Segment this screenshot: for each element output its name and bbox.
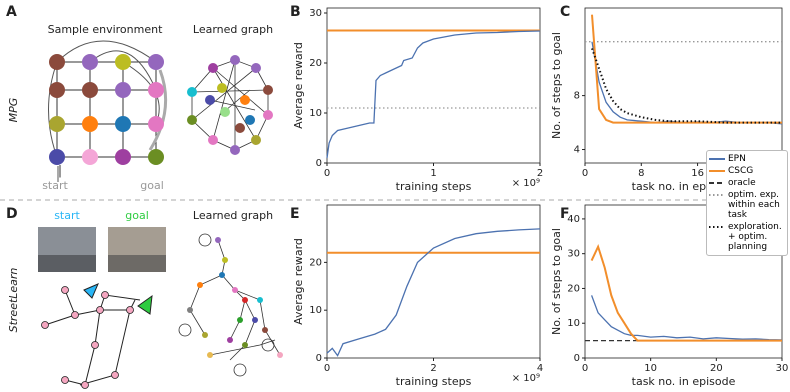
x-tick-label: 0 — [324, 168, 330, 179]
x-tick-label: 0 — [582, 168, 588, 179]
y-tick-label: 20 — [309, 58, 322, 69]
start-label: start — [42, 179, 68, 192]
y-tick-label: 4 — [574, 145, 580, 156]
x-tick-label: 10 — [644, 363, 657, 374]
series-line — [591, 14, 782, 124]
x-tick-label: 0 — [324, 363, 330, 374]
legend-item: EPN — [709, 154, 785, 164]
y-tick-label: 30 — [309, 8, 322, 19]
goal-label: goal — [140, 179, 164, 192]
panel-label: A — [6, 4, 17, 20]
legend-item: optim. exp. within each task — [709, 190, 785, 220]
panel-label: D — [6, 206, 18, 222]
panel-label: E — [290, 206, 300, 222]
y-axis-title: Average reward — [292, 238, 305, 325]
series-line — [326, 30, 541, 159]
diagram-title: Learned graph — [193, 209, 273, 222]
y-tick-label: 8 — [574, 91, 580, 102]
x-tick-label: 8 — [638, 168, 644, 179]
y-tick-label: 10 — [567, 318, 580, 329]
legend-item: oracle — [709, 178, 785, 188]
x-axis-title: training steps — [396, 180, 472, 193]
x-axis-multiplier: × 10⁹ — [512, 373, 540, 384]
legend-swatch — [709, 170, 725, 172]
legend-label: CSCG — [728, 166, 754, 176]
series-line — [590, 295, 783, 341]
x-axis-title: task no. in episode — [632, 375, 736, 388]
legend-swatch — [709, 194, 725, 196]
x-tick-label: 4 — [537, 363, 543, 374]
x-tick-label: 2 — [537, 168, 543, 179]
row-label: MPG — [7, 98, 20, 123]
x-tick-label: 1 — [430, 168, 436, 179]
x-axis-title: training steps — [396, 375, 472, 388]
series-line — [326, 228, 541, 357]
x-tick-label: 0 — [582, 363, 588, 374]
plot-area — [584, 7, 783, 164]
y-tick-label: 20 — [567, 283, 580, 294]
y-axis-title: Average reward — [292, 42, 305, 129]
series-line — [591, 48, 782, 124]
x-tick-label: 30 — [776, 363, 789, 374]
panel-label: F — [560, 206, 570, 222]
y-tick-label: 20 — [309, 257, 322, 268]
legend-item: exploration. + optim. planning — [709, 222, 785, 252]
legend-label: exploration. + optim. planning — [728, 222, 782, 252]
panel-label: B — [290, 4, 301, 20]
legend-item: CSCG — [709, 166, 785, 176]
y-tick-label: 40 — [567, 214, 580, 225]
legend: EPN CSCG oracle optim. exp. within each tas… — [706, 150, 788, 256]
y-tick-label: 0 — [316, 158, 322, 169]
legend-swatch — [709, 226, 725, 228]
plot-area — [326, 204, 541, 359]
panel-a-learned-graph — [187, 55, 273, 155]
goal-label: goal — [125, 209, 149, 222]
y-axis-title: No. of steps to goal — [550, 32, 563, 139]
legend-swatch — [709, 182, 725, 184]
panel-d-learned-graph — [178, 233, 283, 377]
legend-label: EPN — [728, 154, 746, 164]
y-tick-label: 10 — [309, 108, 322, 119]
row-label: StreetLearn — [7, 268, 20, 333]
x-tick-label: 2 — [430, 363, 436, 374]
start-label: start — [54, 209, 80, 222]
x-tick-label: 20 — [710, 363, 723, 374]
series-line — [591, 41, 783, 125]
legend-label: oracle — [728, 178, 756, 188]
legend-label: optim. exp. within each task — [728, 190, 780, 220]
panel-d-diagram — [38, 227, 166, 389]
y-tick-label: 30 — [567, 249, 580, 260]
diagram-title: Sample environment — [48, 23, 163, 36]
panel-label: C — [560, 4, 570, 20]
y-axis-title: No. of steps to goal — [550, 228, 563, 335]
y-tick-label: 0 — [574, 353, 580, 364]
y-tick-label: 0 — [316, 353, 322, 364]
x-axis-multiplier: × 10⁹ — [512, 178, 540, 189]
diagram-title: Learned graph — [193, 23, 273, 36]
series-line — [590, 243, 782, 342]
panel-a-diagram — [48, 40, 168, 182]
plot-area — [584, 204, 783, 359]
legend-swatch — [709, 158, 725, 160]
y-tick-label: 10 — [309, 305, 322, 316]
x-tick-label: 16 — [691, 168, 704, 179]
